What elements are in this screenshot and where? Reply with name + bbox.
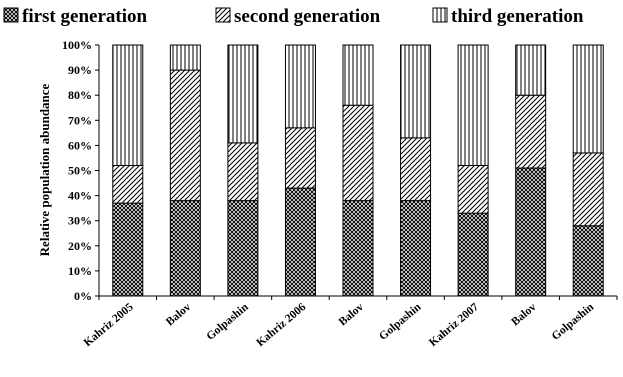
legend: first generation second generation third g… — [3, 6, 584, 27]
bar-stack — [227, 44, 259, 297]
bar-segment — [342, 44, 374, 106]
y-tick-label: 90% — [68, 63, 92, 77]
legend-swatch — [3, 7, 19, 23]
bar-segment — [342, 104, 374, 202]
bar-segment — [572, 44, 604, 154]
bar-stack — [515, 44, 547, 297]
x-tick-label: Kahriz 2007 — [427, 301, 481, 349]
y-tick-label: 30% — [68, 214, 92, 228]
x-tick-label: Golpashin — [204, 301, 251, 343]
bar-segment — [457, 212, 489, 297]
bar-segment — [284, 187, 316, 297]
bar-segment — [515, 167, 547, 297]
y-axis-title: Relative population abundance — [37, 83, 52, 256]
axes — [98, 45, 618, 300]
bars — [112, 44, 604, 297]
bar-stack — [457, 44, 489, 297]
x-tick-label: Golpashin — [377, 301, 424, 343]
bar-segment — [342, 200, 374, 297]
legend-swatch — [215, 7, 231, 23]
legend-swatch — [432, 7, 448, 23]
y-tick-label: 60% — [68, 138, 92, 152]
bar-segment — [169, 200, 201, 297]
legend-label: third generation — [451, 6, 584, 27]
bar-stack — [400, 44, 432, 297]
bar-segment — [112, 44, 144, 166]
bar-segment — [400, 44, 432, 139]
x-tick-label: Balov — [509, 301, 538, 328]
bar-segment — [572, 152, 604, 227]
bar-segment — [112, 164, 144, 204]
x-tick-label: Balov — [337, 301, 366, 328]
bar-segment — [400, 200, 432, 297]
x-tick-label: Golpashin — [550, 301, 597, 343]
y-tick-label: 100% — [62, 38, 92, 52]
bar-segment — [284, 127, 316, 189]
bar-segment — [457, 44, 489, 166]
bar-segment — [284, 44, 316, 129]
bar-segment — [515, 94, 547, 169]
bar-segment — [169, 69, 201, 202]
x-tick-label: Balov — [164, 301, 193, 328]
bar-segment — [112, 202, 144, 297]
y-tick-label: 40% — [68, 189, 92, 203]
y-tick-label: 10% — [68, 264, 92, 278]
legend-label: second generation — [234, 6, 381, 27]
x-tick-label: Kahriz 2005 — [82, 301, 136, 349]
bar-segment — [457, 164, 489, 214]
bar-segment — [400, 137, 432, 202]
y-tick-label: 80% — [68, 88, 92, 102]
bar-segment — [515, 44, 547, 96]
bar-segment — [572, 225, 604, 297]
x-axis-labels: Kahriz 2005 Balov Golpashin Kahriz 2006 Balo… — [82, 301, 597, 349]
bar-stack — [284, 44, 316, 297]
y-tick-label: 70% — [68, 113, 92, 127]
y-tick-label: 0% — [74, 289, 92, 303]
x-tick-label: Kahriz 2006 — [254, 301, 308, 349]
legend-item: third generation — [432, 6, 584, 27]
bar-stack — [572, 44, 604, 297]
legend-label: first generation — [22, 6, 147, 27]
y-axis-ticks: 0% 10% 20% 30% 40% 50% 60% 70% 80% 90% 100% — [62, 38, 99, 303]
y-tick-label: 20% — [68, 239, 92, 253]
bar-segment — [169, 44, 201, 71]
legend-item: first generation — [3, 6, 147, 27]
bar-stack — [342, 44, 374, 297]
bar-segment — [227, 200, 259, 297]
bar-stack — [112, 44, 144, 297]
bar-segment — [227, 142, 259, 202]
bar-stack — [169, 44, 201, 297]
bar-segment — [227, 44, 259, 144]
legend-item: second generation — [215, 6, 381, 27]
y-tick-label: 50% — [68, 164, 92, 178]
